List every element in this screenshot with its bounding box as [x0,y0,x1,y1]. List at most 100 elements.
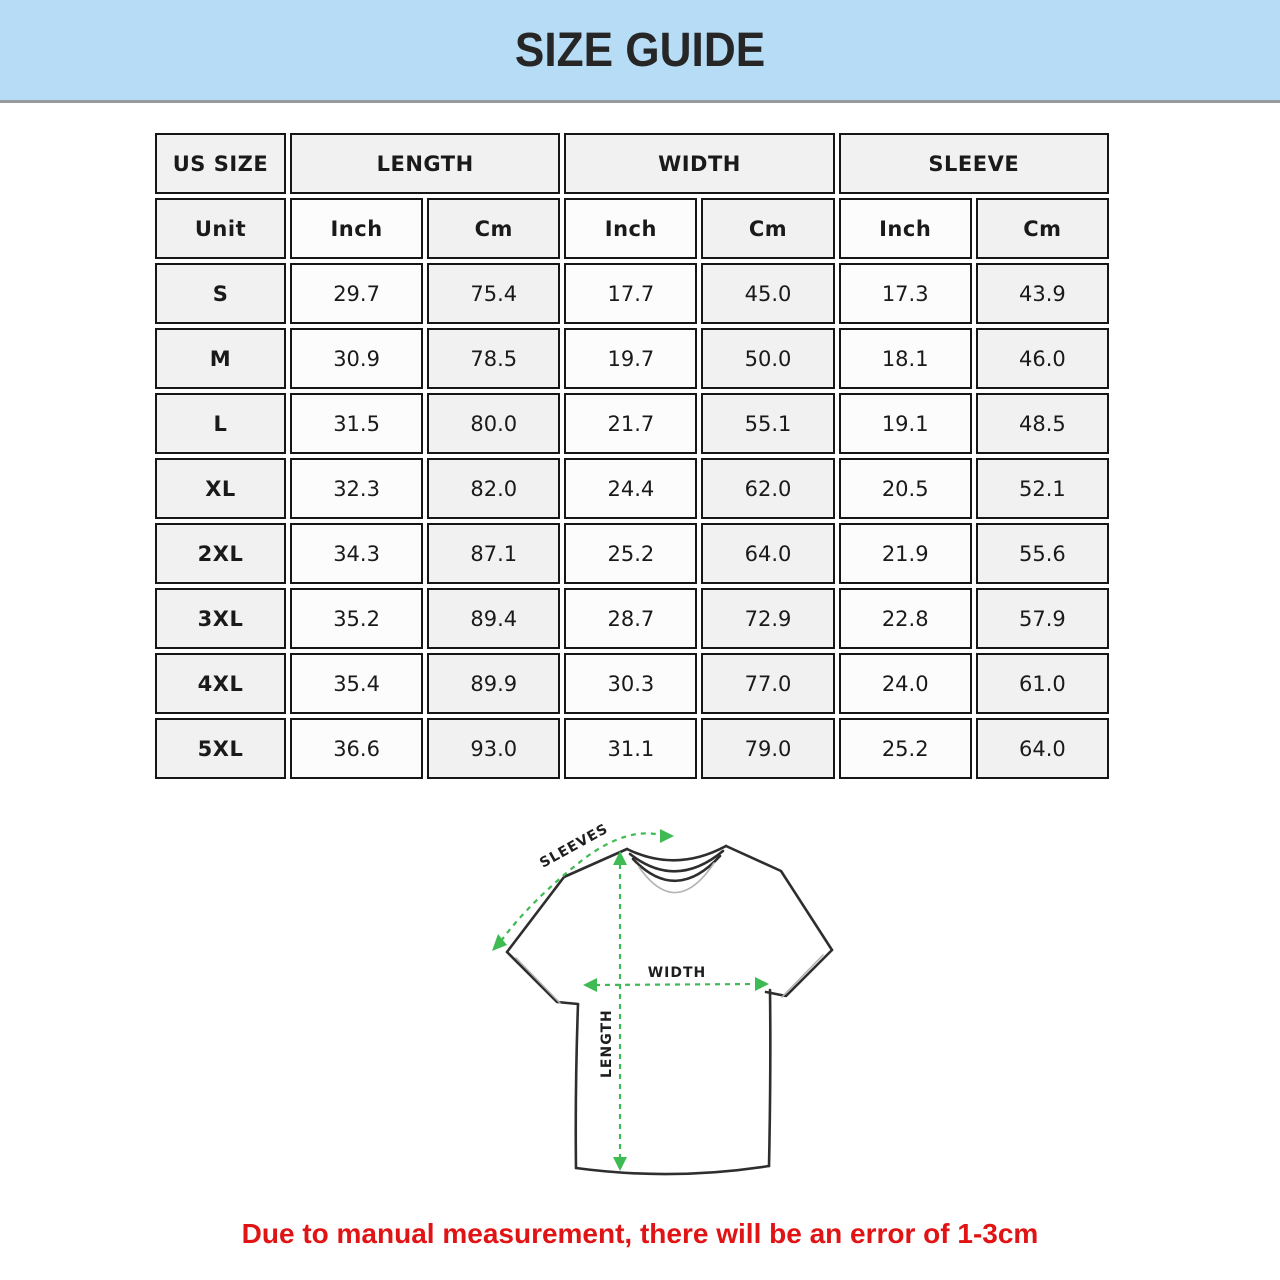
unit-cell: Inch [290,198,424,259]
measurement-disclaimer: Due to manual measurement, there will be… [241,1218,1039,1249]
table-row: 3XL 35.2 89.4 28.7 72.9 22.8 57.9 [155,588,1109,649]
size-cell: 4XL [155,653,286,714]
width-label: WIDTH [648,965,707,981]
collar-outer [625,844,728,862]
value-cell: 64.0 [975,718,1109,779]
length-label: LENGTH [599,1009,615,1078]
size-cell: S [155,263,286,324]
value-cell: 77.0 [701,653,835,714]
left-cuff-seam [515,957,561,1004]
tshirt-measurement-diagram: SLEEVES WIDTH LENGTH [492,821,834,1176]
value-cell: 43.9 [975,263,1109,324]
value-cell: 79.0 [701,718,835,779]
value-cell: 72.9 [701,588,835,649]
value-cell: 80.0 [427,393,561,454]
value-cell: 30.3 [564,653,698,714]
value-cell: 93.0 [427,718,561,779]
table-row: M 30.9 78.5 19.7 50.0 18.1 46.0 [155,328,1109,389]
column-group-header: US SIZE [155,133,286,194]
value-cell: 46.0 [975,328,1109,389]
value-cell: 61.0 [975,653,1109,714]
value-cell: 29.7 [290,263,424,324]
width-arrowhead-left [583,978,597,992]
value-cell: 24.4 [564,458,698,519]
table-unit-row: Unit Inch Cm Inch Cm Inch Cm [155,198,1109,259]
table-row: 2XL 34.3 87.1 25.2 64.0 21.9 55.6 [155,523,1109,584]
value-cell: 19.1 [838,393,972,454]
value-cell: 78.5 [427,328,561,389]
table-row: L 31.5 80.0 21.7 55.1 19.1 48.5 [155,393,1109,454]
table-row: 5XL 36.6 93.0 31.1 79.0 25.2 64.0 [155,718,1109,779]
page-title: SIZE GUIDE [514,23,766,77]
value-cell: 34.3 [290,523,424,584]
value-cell: 20.5 [838,458,972,519]
right-body-side [767,988,772,1168]
value-cell: 64.0 [701,523,835,584]
value-cell: 25.2 [838,718,972,779]
size-cell: XL [155,458,286,519]
value-cell: 24.0 [838,653,972,714]
length-arrowhead-top [613,851,627,865]
value-cell: 48.5 [975,393,1109,454]
tshirt-seams [515,862,824,1004]
size-cell: 3XL [155,588,286,649]
sleeves-arrowhead-right [660,829,674,843]
value-cell: 21.7 [564,393,698,454]
value-cell: 19.7 [564,328,698,389]
value-cell: 21.9 [838,523,972,584]
value-cell: 30.9 [290,328,424,389]
unit-cell: Inch [564,198,698,259]
value-cell: 17.3 [838,263,972,324]
size-table-body: US SIZE LENGTH WIDTH SLEEVE Unit Inch Cm Inch Cm… [155,133,1109,779]
value-cell: 62.0 [701,458,835,519]
table-group-header-row: US SIZE LENGTH WIDTH SLEEVE [155,133,1109,194]
column-group-header: WIDTH [564,133,835,194]
width-measure-arrow [583,977,769,992]
left-cuff [505,950,580,1006]
value-cell: 35.2 [290,588,424,649]
right-cuff [764,948,834,998]
value-cell: 31.5 [290,393,424,454]
table-row: 4XL 35.4 89.9 30.3 77.0 24.0 61.0 [155,653,1109,714]
right-shoulder-sleeve [724,844,834,952]
unit-cell: Cm [975,198,1109,259]
value-cell: 36.6 [290,718,424,779]
value-cell: 57.9 [975,588,1109,649]
table-row: S 29.7 75.4 17.7 45.0 17.3 43.9 [155,263,1109,324]
value-cell: 45.0 [701,263,835,324]
unit-cell: Cm [427,198,561,259]
value-cell: 28.7 [564,588,698,649]
value-cell: 50.0 [701,328,835,389]
value-cell: 22.8 [838,588,972,649]
right-cuff-seam [781,954,824,998]
value-cell: 35.4 [290,653,424,714]
size-cell: L [155,393,286,454]
width-arrowhead-right [755,977,769,991]
value-cell: 52.1 [975,458,1109,519]
value-cell: 25.2 [564,523,698,584]
length-arrowhead-bottom [613,1157,627,1171]
unit-cell: Inch [838,198,972,259]
unit-cell: Unit [155,198,286,259]
value-cell: 31.1 [564,718,698,779]
hem [574,1164,771,1176]
left-body-side [574,1002,580,1170]
table-row: XL 32.3 82.0 24.4 62.0 20.5 52.1 [155,458,1109,519]
value-cell: 89.9 [427,653,561,714]
value-cell: 55.1 [701,393,835,454]
sleeves-measure-arrow [492,829,674,951]
size-cell: 2XL [155,523,286,584]
value-cell: 32.3 [290,458,424,519]
length-measure-arrow [613,851,627,1171]
value-cell: 75.4 [427,263,561,324]
column-group-header: LENGTH [290,133,561,194]
left-shoulder-sleeve [505,847,629,954]
value-cell: 18.1 [838,328,972,389]
column-group-header: SLEEVE [838,133,1109,194]
size-cell: 5XL [155,718,286,779]
size-cell: M [155,328,286,389]
value-cell: 55.6 [975,523,1109,584]
value-cell: 17.7 [564,263,698,324]
size-table: US SIZE LENGTH WIDTH SLEEVE Unit Inch Cm Inch Cm… [151,129,1113,783]
